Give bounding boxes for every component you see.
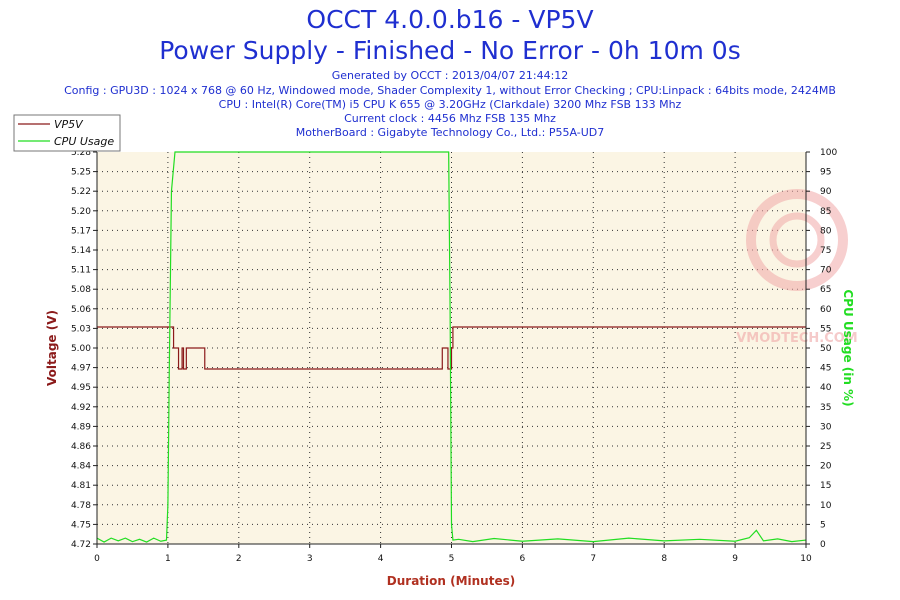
y2-tick-label: 25 [820,442,831,452]
y-tick-label: 4.95 [71,383,91,393]
y2-tick-label: 5 [820,520,826,530]
y-tick-label: 5.06 [71,305,91,315]
series-line-cpu-usage [96,151,807,543]
y2-tick-label: 85 [820,207,831,217]
x-tick-label: 6 [520,554,526,564]
y-tick-label: 4.75 [71,520,91,530]
y2-tick-label: 65 [820,285,831,295]
x-tick-label: 2 [236,554,242,564]
y2-tick-label: 45 [820,364,831,374]
y-tick-label: 5.20 [71,207,91,217]
generated-info: Generated by OCCT : 2013/04/07 21:44:12 [331,69,569,82]
clock-info: Current clock : 4456 Mhz FSB 135 Mhz [344,112,556,125]
axes [93,151,810,548]
y2-tick-label: 50 [820,344,832,354]
motherboard-info: MotherBoard : Gigabyte Technology Co., L… [295,126,605,139]
y-tick-label: 5.22 [71,187,91,197]
y-tick-label: 5.00 [71,344,91,354]
y-tick-label: 4.92 [71,403,91,413]
watermark-text: VMODTECH.COM [736,331,857,346]
x-axis-title: Duration (Minutes) [387,574,515,588]
y-tick-label: 4.84 [71,462,91,472]
y2-tick-label: 90 [820,187,832,197]
y2-tick-label: 30 [820,422,832,432]
x-tick-label: 0 [94,554,100,564]
y2-tick-label: 80 [820,226,832,236]
x-tick-label: 4 [378,554,384,564]
watermark-inner-ring [769,212,825,268]
y-axis-title: Voltage (V) [45,310,59,386]
chart-title: OCCT 4.0.0.b16 - VP5V [306,5,594,34]
legend-label-vp5v: VP5V [54,118,84,131]
y2-tick-label: 40 [820,383,832,393]
config-info: Config : GPU3D : 1024 x 768 @ 60 Hz, Win… [64,84,836,97]
watermark-ring [746,189,848,291]
y-tick-label: 4.72 [71,540,91,550]
cpu-info: CPU : Intel(R) Core(TM) i5 CPU K 655 @ 3… [218,98,682,111]
y-tick-label: 5.08 [71,285,91,295]
x-tick-label: 10 [800,554,812,564]
y-tick-label: 5.28 [71,148,91,158]
y-tick-label: 4.97 [71,364,91,374]
x-tick-label: 8 [661,554,667,564]
y2-tick-label: 0 [820,540,826,550]
y-tick-label: 5.11 [71,266,91,276]
y2-tick-label: 15 [820,481,831,491]
legend-label-cpu-usage: CPU Usage [54,135,114,148]
x-tick-label: 5 [449,554,455,564]
x-tick-label: 9 [732,554,738,564]
y2-tick-label: 95 [820,168,831,178]
legend-box [13,114,121,152]
y2-tick-label: 70 [820,266,832,276]
series-layer [96,151,807,543]
y2-axis-title: CPU Usage (in %) [841,289,855,406]
y2-tick-label: 55 [820,324,831,334]
chart-subtitle: Power Supply - Finished - No Error - 0h … [159,36,741,65]
watermark-logo: VMODTECH.COM [736,189,858,346]
grid-lines [97,152,806,544]
y2-tick-label: 60 [820,305,832,315]
x-tick-label: 1 [165,554,171,564]
y-tick-label: 4.81 [71,481,91,491]
legend: VP5V CPU Usage [13,114,121,152]
y-tick-label: 4.89 [71,422,91,432]
y2-tick-label: 75 [820,246,831,256]
y2-tick-label: 20 [820,462,832,472]
y2-tick-label: 35 [820,403,831,413]
y-tick-label: 5.14 [71,246,91,256]
y-tick-label: 5.03 [71,324,91,334]
y-tick-label: 5.17 [71,226,91,236]
y-tick-label: 5.25 [71,168,91,178]
y2-tick-label: 10 [820,501,832,511]
y-tick-label: 4.78 [71,501,91,511]
x-tick-label: 3 [307,554,313,564]
x-tick-label: 7 [590,554,596,564]
y-tick-label: 4.86 [71,442,91,452]
tick-labels: 4.72 04.75 54.78 104.81 154.84 204.86 254.89 30… [71,148,837,564]
y2-tick-label: 100 [820,148,837,158]
